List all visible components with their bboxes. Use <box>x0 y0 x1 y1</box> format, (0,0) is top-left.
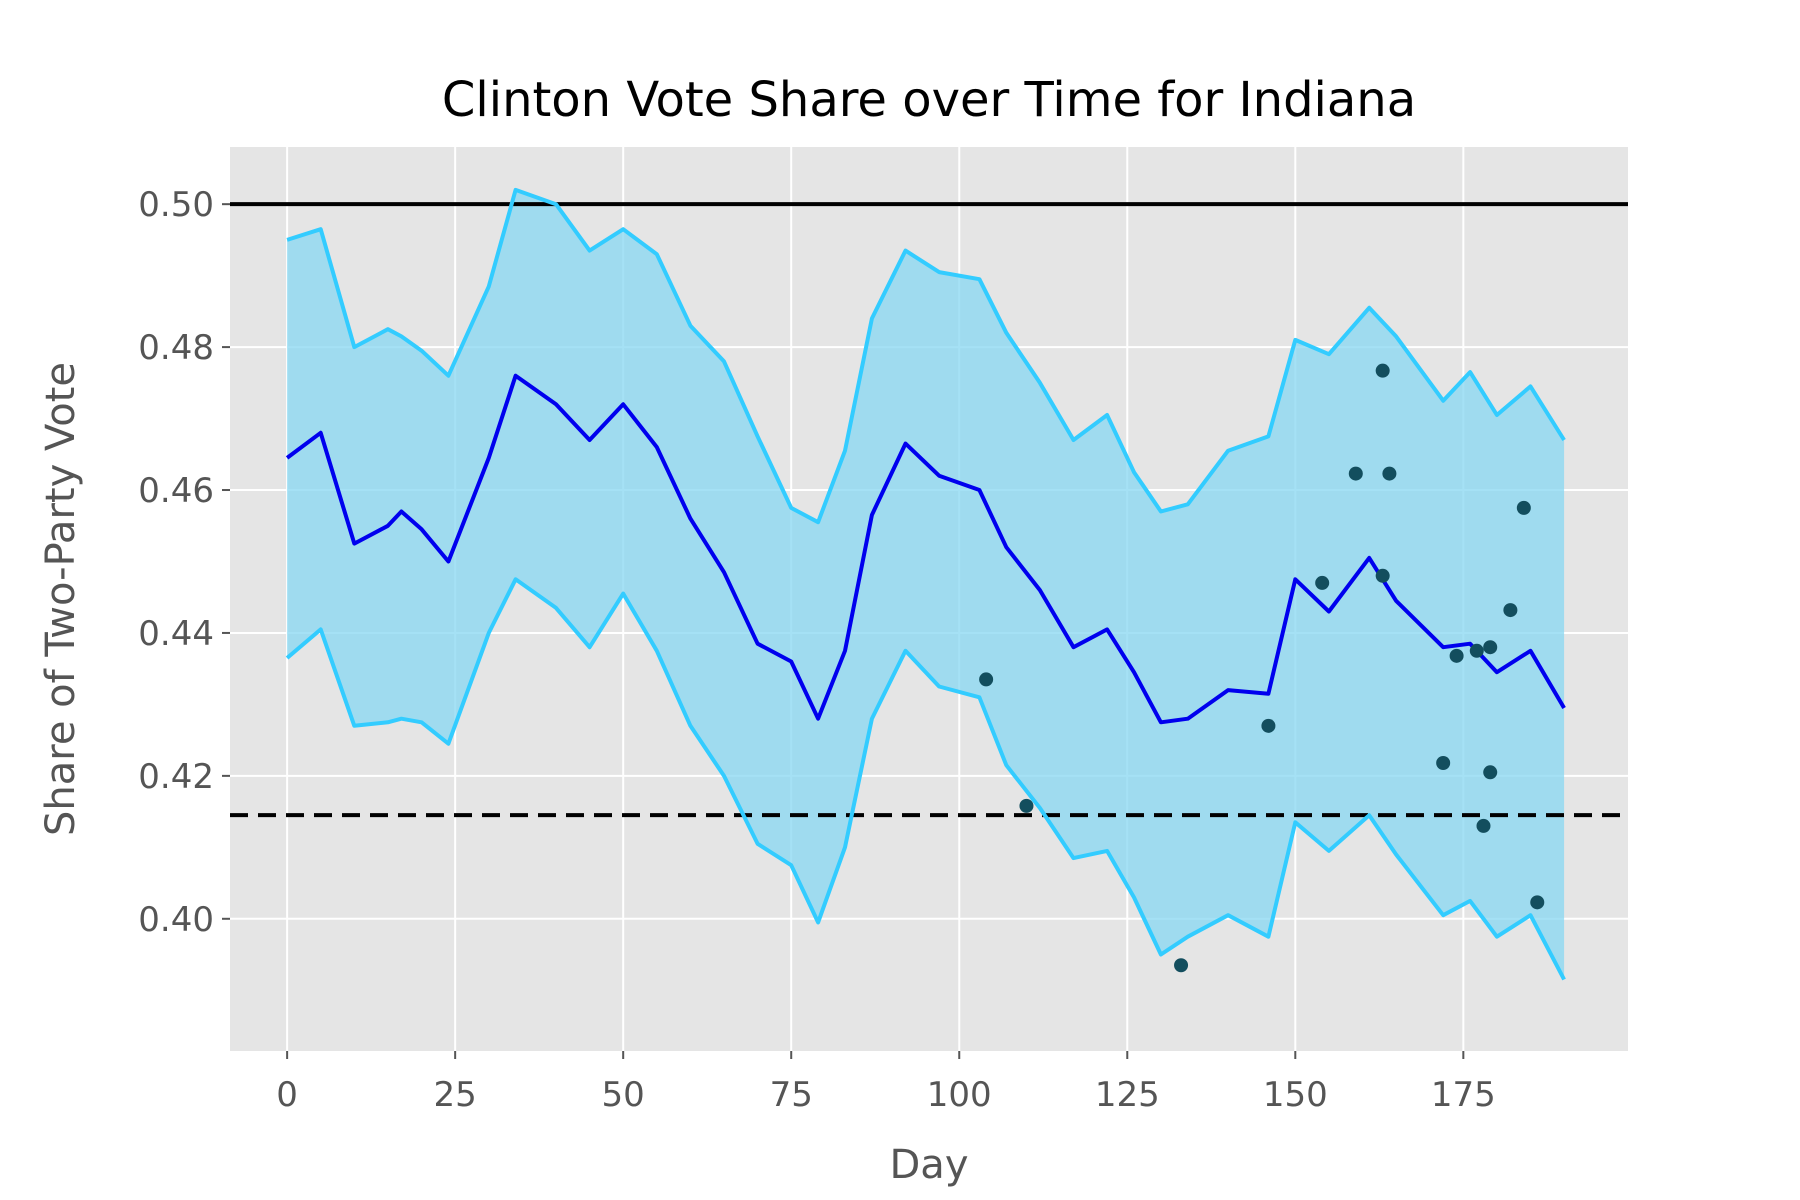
poll-point <box>1483 765 1498 780</box>
y-tick-label: 0.44 <box>138 614 214 654</box>
x-tick-label: 25 <box>434 1075 477 1115</box>
poll-point <box>1375 568 1390 583</box>
poll-point <box>1382 466 1397 481</box>
poll-point <box>1503 603 1518 618</box>
y-tick-label: 0.46 <box>138 471 214 511</box>
poll-point <box>1530 895 1545 910</box>
x-tick-label: 0 <box>276 1075 298 1115</box>
x-tick-label: 125 <box>1095 1075 1160 1115</box>
x-tick-label: 100 <box>927 1075 992 1115</box>
y-tick-label: 0.48 <box>138 328 214 368</box>
poll-point <box>1348 466 1363 481</box>
x-tick-label: 150 <box>1263 1075 1328 1115</box>
mean-line <box>285 373 1566 725</box>
poll-point <box>1449 648 1464 663</box>
chart-title: Clinton Vote Share over Time for Indiana <box>442 72 1416 128</box>
poll-point <box>1174 958 1189 973</box>
poll-point <box>1261 718 1276 733</box>
upper-bound-line <box>286 187 1566 525</box>
y-axis-ticks: 0.40 0.42 0.44 0.46 0.48 0.50 <box>138 185 230 940</box>
x-axis-label: Day <box>890 1142 969 1188</box>
poll-point <box>1469 643 1484 658</box>
y-tick-label: 0.40 <box>138 900 214 940</box>
lower-bound-line <box>285 577 1566 981</box>
x-axis-ticks: 0 25 50 75 100 125 150 175 <box>276 1051 1496 1115</box>
x-tick-label: 75 <box>770 1075 813 1115</box>
series-lines <box>285 187 1566 981</box>
poll-point <box>979 672 994 687</box>
y-tick-label: 0.50 <box>138 185 214 225</box>
x-tick-label: 50 <box>602 1075 645 1115</box>
poll-point <box>1436 756 1451 771</box>
poll-point <box>1019 798 1034 813</box>
poll-point <box>1375 363 1390 378</box>
poll-point <box>1483 640 1498 655</box>
y-tick-label: 0.42 <box>138 757 214 797</box>
x-tick-label: 175 <box>1431 1075 1496 1115</box>
poll-point <box>1516 500 1531 515</box>
y-axis-label: Share of Two-Party Vote <box>38 362 84 836</box>
poll-points <box>979 363 1545 973</box>
confidence-band-fill <box>287 189 1565 980</box>
poll-point <box>1315 575 1330 590</box>
poll-point <box>1476 818 1491 833</box>
